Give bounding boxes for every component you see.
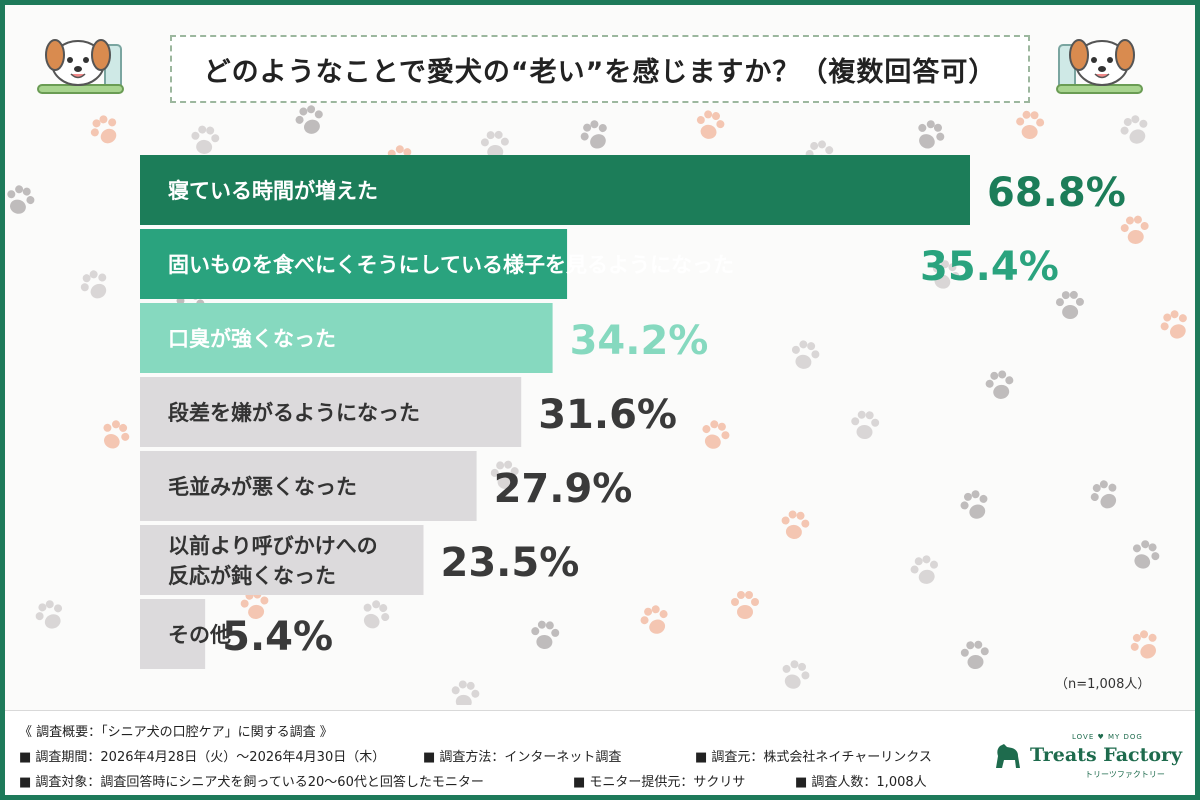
paw-print-icon	[90, 115, 117, 144]
value-label: 31.6%	[538, 392, 677, 438]
paw-print-icon	[1160, 310, 1187, 339]
bar-6	[140, 525, 424, 595]
bar-7	[140, 599, 206, 669]
chart-title: どのようなことで愛犬の“老い”を感じますか？（複数回答可）	[203, 56, 997, 88]
horizontal-bar-chart: 寝ている時間が増えた 68.8% 固いものを食べにくそうにしている様子を見るようにな…	[140, 155, 1126, 669]
paw-print-icon	[910, 555, 938, 584]
category-label: 反応が鈍くなった	[168, 564, 336, 588]
survey-summary-footer: 《 調査概要：「シニア犬の口腔ケア」に関する調査 》 ■ 調査期間：2026年4…	[5, 710, 1195, 795]
logo-subtitle: トリーツファクトリー	[1085, 770, 1165, 779]
paw-print-icon	[363, 600, 390, 629]
paw-print-icon	[702, 420, 730, 449]
paw-print-icon	[1132, 540, 1160, 569]
paw-print-icon	[960, 640, 989, 669]
survey-organizer: ■ 調査元：株式会社ネイチャーリンクス	[695, 750, 932, 765]
paw-print-icon	[80, 270, 107, 299]
paw-print-icon	[580, 120, 607, 149]
paw-print-icon	[103, 420, 130, 449]
paw-print-icon	[191, 125, 220, 154]
survey-heading: 《 調査概要：「シニア犬の口腔ケア」に関する調査 》	[19, 725, 333, 740]
paw-print-icon	[918, 120, 945, 149]
value-label: 68.8%	[987, 170, 1126, 216]
logo-tagline: LOVE ♥ MY DOG	[1072, 733, 1143, 741]
paw-print-icon	[1120, 215, 1149, 244]
bar-5	[140, 451, 477, 521]
survey-count: ■ 調査人数：1,008人	[795, 775, 927, 790]
category-label: 以前より呼びかけへの	[168, 534, 378, 558]
paw-print-icon	[781, 510, 810, 539]
sample-size-note: （n=1,008人）	[1055, 677, 1151, 692]
category-label: 寝ている時間が増えた	[168, 179, 378, 203]
paw-print-icon	[932, 260, 960, 289]
paw-print-icon	[782, 660, 810, 689]
paw-print-icon	[696, 110, 725, 139]
paw-print-icon	[1055, 290, 1084, 319]
dog-silhouette-icon	[996, 744, 1020, 768]
bar-1	[140, 155, 970, 225]
paw-print-icon	[451, 680, 480, 705]
paw-print-icon	[490, 460, 519, 489]
paw-print-icon	[1120, 115, 1148, 144]
category-label: 口臭が強くなった	[168, 327, 336, 351]
category-label: その他	[168, 623, 231, 647]
survey-period: ■ 調査期間：2026年4月28日（火）～2026年4月30日（木）	[19, 750, 386, 765]
bar-3	[140, 303, 553, 373]
value-label: 5.4%	[222, 614, 333, 660]
dog-mascot-right-icon	[1056, 39, 1143, 94]
value-label: 34.2%	[570, 318, 709, 364]
paw-print-icon	[1130, 630, 1157, 659]
paw-print-icon	[851, 410, 880, 439]
paw-print-icon	[1090, 480, 1117, 509]
value-label: 27.9%	[494, 466, 633, 512]
paw-print-icon	[531, 620, 560, 649]
value-label: 23.5%	[441, 540, 580, 586]
category-label: 固いものを食べにくそうにしている様子を見るようになった	[168, 253, 734, 277]
survey-target: ■ 調査対象：調査回答時にシニア犬を飼っている20～60代と回答したモニター	[19, 775, 484, 790]
paw-print-icon	[731, 591, 759, 619]
survey-method: ■ 調査方法：インターネット調査	[423, 750, 622, 765]
paw-print-icon	[640, 605, 668, 634]
paw-print-icon	[985, 370, 1014, 399]
paw-print-icon	[1016, 110, 1045, 139]
paw-print-icon	[791, 340, 820, 369]
treats-factory-logo: LOVE ♥ MY DOG Treats Factory トリーツファクトリー	[990, 730, 1185, 780]
category-label: 毛並みが悪くなった	[168, 475, 357, 499]
paw-print-icon	[7, 185, 35, 214]
paw-print-icon	[35, 600, 63, 629]
category-label: 段差を嫌がるようになった	[168, 401, 420, 425]
bar-4	[140, 377, 522, 447]
paw-print-icon	[295, 105, 323, 134]
paw-print-icon	[960, 490, 988, 519]
survey-provider: ■ モニター提供元：サクリサ	[573, 775, 746, 790]
dog-mascot-left-icon	[37, 39, 124, 94]
bar-2	[140, 229, 568, 299]
value-label: 35.4%	[920, 244, 1059, 290]
logo-name: Treats Factory	[1030, 744, 1183, 766]
chart-title-box: どのようなことで愛犬の“老い”を感じますか？（複数回答可）	[170, 35, 1030, 103]
